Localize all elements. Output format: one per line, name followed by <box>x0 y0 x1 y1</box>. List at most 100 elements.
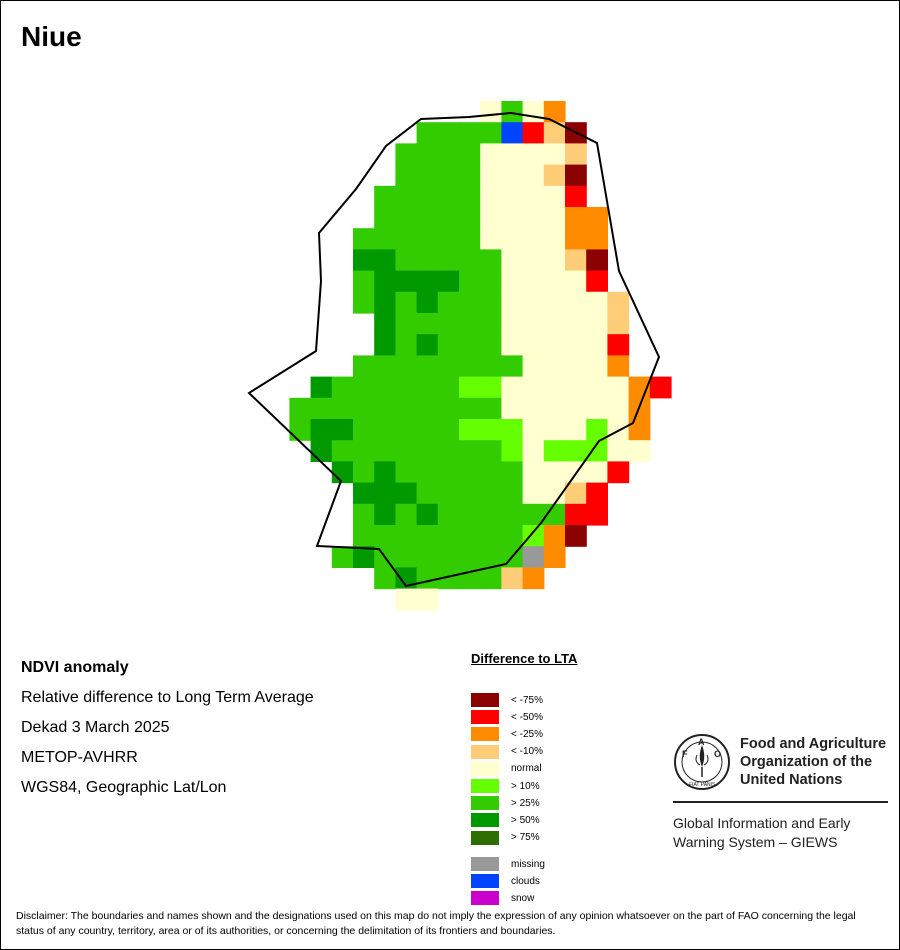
raster-cell <box>543 291 566 314</box>
raster-cell <box>459 419 481 441</box>
raster-cell <box>416 334 439 356</box>
raster-cell <box>416 207 439 229</box>
giews-line1: Global Information and Early <box>673 815 851 831</box>
raster-cell <box>395 461 418 484</box>
raster-cell <box>522 397 545 420</box>
raster-cell <box>522 503 545 526</box>
raster-cell <box>437 291 460 314</box>
raster-cell <box>416 355 439 378</box>
raster-cell <box>522 482 545 505</box>
raster-cell <box>501 503 524 526</box>
raster-cell <box>543 419 566 441</box>
raster-cell <box>437 397 460 420</box>
fao-logo-icon: F A O FIAT PANIS <box>674 734 730 790</box>
giews-line2: Warning System – GIEWS <box>673 834 838 850</box>
raster-cell <box>607 461 630 484</box>
raster-cell <box>331 397 354 420</box>
raster-cell <box>522 143 545 166</box>
raster-cell <box>416 228 439 250</box>
raster-cell <box>437 440 460 462</box>
raster-cell <box>374 270 396 293</box>
raster-cell <box>501 270 524 293</box>
legend-item: snow <box>471 891 534 905</box>
raster-cell <box>522 376 545 399</box>
raster-cell <box>480 270 502 293</box>
raster-cell <box>395 291 418 314</box>
raster-cell <box>395 503 418 526</box>
info-projection: WGS84, Geographic Lat/Lon <box>21 779 227 796</box>
raster-cell <box>586 482 608 505</box>
legend-label: missing <box>511 858 545 870</box>
raster-cell <box>480 503 502 526</box>
raster-cell <box>395 185 418 208</box>
raster-cell <box>416 588 439 611</box>
raster-cell <box>543 185 566 208</box>
raster-cell <box>480 546 502 568</box>
raster-cell <box>543 270 566 293</box>
legend-swatch <box>471 857 499 871</box>
raster-cell <box>565 313 587 335</box>
raster-cell <box>374 482 396 505</box>
raster-cell <box>437 249 460 272</box>
raster-cell <box>522 164 545 187</box>
raster-cell <box>586 461 608 484</box>
raster-cell <box>565 164 587 187</box>
legend-swatch <box>471 796 499 811</box>
raster-cell <box>565 270 587 293</box>
raster-cell <box>437 461 460 484</box>
raster-cell <box>395 334 418 356</box>
raster-cell <box>395 355 418 378</box>
legend-label: > 50% <box>511 814 540 826</box>
raster-cell <box>395 376 418 399</box>
raster-cell <box>480 185 502 208</box>
info-product: NDVI anomaly <box>21 659 129 676</box>
raster-cell <box>459 291 481 314</box>
raster-cell <box>480 291 502 314</box>
raster-cell <box>543 164 566 187</box>
raster-cell <box>522 419 545 441</box>
raster-cell <box>353 376 375 399</box>
legend-label: < -25% <box>511 728 543 740</box>
org-name-line3: United Nations <box>740 772 843 788</box>
raster-cell <box>374 567 396 590</box>
raster-cell <box>586 249 608 272</box>
legend-item: normal <box>471 761 542 776</box>
raster-cell <box>459 313 481 335</box>
raster-cell <box>416 376 439 399</box>
map-title: Niue <box>21 21 82 52</box>
raster-cell <box>607 355 630 378</box>
raster-cell <box>586 503 608 526</box>
info-description: Relative difference to Long Term Average <box>21 689 314 706</box>
raster-cell <box>395 270 418 293</box>
org-name: Food and Agriculture Organization of the… <box>740 735 886 789</box>
raster-cell <box>374 207 396 229</box>
raster-cell <box>522 101 545 123</box>
legend: Difference to LTA < -75% < -50% < -25% < -1… <box>471 651 577 905</box>
legend-label: < -50% <box>511 711 543 723</box>
raster-cell <box>543 397 566 420</box>
raster-cell <box>353 249 375 272</box>
raster-cell <box>437 313 460 335</box>
raster-cell <box>459 334 481 356</box>
raster-cell <box>501 143 524 166</box>
raster-cell <box>565 376 587 399</box>
raster-cell <box>501 101 524 123</box>
legend-item: < -10% <box>471 744 543 759</box>
raster-cell <box>374 249 396 272</box>
legend-label: < -75% <box>511 694 543 706</box>
raster-cell <box>586 440 608 462</box>
raster-cell <box>565 249 587 272</box>
raster-cell <box>374 228 396 250</box>
raster-cell <box>586 397 608 420</box>
raster-cell <box>607 376 630 399</box>
raster-cell <box>565 143 587 166</box>
legend-label: normal <box>511 763 542 775</box>
raster-cell <box>522 313 545 335</box>
raster-cell <box>353 397 375 420</box>
raster-cell <box>607 397 630 420</box>
org-divider <box>673 801 888 803</box>
raster-cell <box>522 122 545 144</box>
raster-cell <box>331 546 354 568</box>
raster-cell <box>395 143 418 166</box>
legend-item: clouds <box>471 874 540 888</box>
